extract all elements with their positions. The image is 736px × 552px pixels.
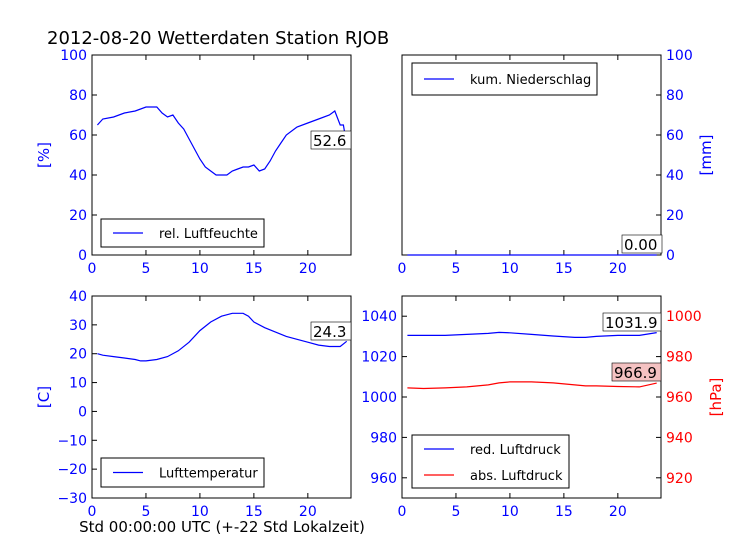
value-label: 0.00 xyxy=(624,236,657,254)
x-tick-label: 15 xyxy=(245,261,263,277)
y-tick-label: 40 xyxy=(666,168,684,184)
x-tick-label: 0 xyxy=(88,504,97,520)
x-tick-label: 0 xyxy=(88,261,97,277)
x-tick-label: 10 xyxy=(501,261,519,277)
y-tick-label: 10 xyxy=(69,376,87,392)
y-tick-label: 20 xyxy=(69,208,87,224)
x-tick-label: 10 xyxy=(191,261,209,277)
legend-label: Lufttemperatur xyxy=(159,467,258,482)
x-tick-label: 10 xyxy=(501,504,519,520)
y-tick-label: 940 xyxy=(666,430,693,446)
y-tick-label: 60 xyxy=(666,128,684,144)
value-label: 966.9 xyxy=(614,364,657,382)
legend: rel. Luftfeuchte xyxy=(100,218,265,248)
legend-box xyxy=(411,434,570,489)
x-tick-label: 15 xyxy=(555,261,573,277)
value-label-box xyxy=(611,362,662,382)
y-tick-label: 1000 xyxy=(666,309,702,325)
y-tick-label: −10 xyxy=(57,433,87,449)
y-tick-label: 20 xyxy=(69,347,87,363)
x-axis-label: Std 00:00:00 UTC (+-22 Std Lokalzeit) xyxy=(79,518,365,536)
y-tick-label: 960 xyxy=(370,471,397,487)
x-tick-label: 15 xyxy=(555,504,573,520)
y-tick-label: 0 xyxy=(666,248,675,264)
y-tick-label: 1020 xyxy=(361,350,397,366)
figure-title: 2012-08-20 Wetterdaten Station RJOB xyxy=(47,28,389,49)
y-tick-label: 920 xyxy=(666,471,693,487)
value-label: 52.6 xyxy=(313,132,346,150)
x-tick-label: 15 xyxy=(245,504,263,520)
x-tick-label: 20 xyxy=(299,261,317,277)
series-line xyxy=(407,381,657,390)
x-tick-label: 20 xyxy=(609,261,627,277)
legend: Lufttemperatur xyxy=(100,457,265,488)
value-label: 24.3 xyxy=(313,323,346,341)
x-tick-label: 20 xyxy=(299,504,317,520)
y-tick-label: 30 xyxy=(69,318,87,334)
value-label-box xyxy=(310,321,352,341)
y-axis-label: [mm] xyxy=(697,135,715,176)
y-tick-label: 20 xyxy=(666,208,684,224)
x-tick-label: 5 xyxy=(141,261,150,277)
y-tick-label: 60 xyxy=(69,128,87,144)
x-tick-label: 0 xyxy=(398,504,407,520)
y-tick-label: −30 xyxy=(57,491,87,507)
x-tick-label: 0 xyxy=(398,261,407,277)
y-tick-label: 80 xyxy=(666,88,684,104)
value-label-box xyxy=(310,130,352,150)
y-tick-label: 1040 xyxy=(361,309,397,325)
x-tick-label: 10 xyxy=(191,504,209,520)
legend-label: abs. Luftdruck xyxy=(470,469,563,484)
y-axis-label: [C] xyxy=(35,386,53,408)
subplot-temperature: 0 5 10 15 20 −30 −20 −10 0 10 20 30 40 [C] Lufttempera… xyxy=(35,289,352,520)
legend-label: kum. Niederschlag xyxy=(470,73,591,88)
legend: kum. Niederschlag xyxy=(411,62,598,96)
y-tick-label: 40 xyxy=(69,168,87,184)
x-tick-label: 5 xyxy=(451,504,460,520)
y-tick-label: 980 xyxy=(370,430,397,446)
y-tick-label: 0 xyxy=(78,248,87,264)
x-tick-label: 5 xyxy=(141,504,150,520)
subplot-humidity: 0 5 10 15 20 0 20 40 60 80 100 [%] rel. Luftfeuchte 5… xyxy=(35,48,352,277)
value-label-box xyxy=(621,234,663,254)
y-tick-label: 100 xyxy=(666,48,693,64)
y-tick-label: 1000 xyxy=(361,390,397,406)
legend-label: red. Luftdruck xyxy=(470,443,561,458)
x-tick-label: 20 xyxy=(609,504,627,520)
series-line xyxy=(407,331,657,338)
legend: red. Luftdruck abs. Luftdruck xyxy=(411,434,570,489)
subplot-pressure: 0 5 10 15 20 960 980 1000 1020 1040 920 940 960 980 10… xyxy=(361,295,725,520)
y-tick-label: 0 xyxy=(78,404,87,420)
x-tick-label: 5 xyxy=(451,261,460,277)
y-tick-label: 100 xyxy=(60,48,87,64)
y-tick-label: 80 xyxy=(69,88,87,104)
y-tick-label: 960 xyxy=(666,390,693,406)
value-label-box xyxy=(602,312,662,332)
series-line xyxy=(96,106,348,176)
y-axis-label: [%] xyxy=(35,142,53,168)
y-tick-label: 980 xyxy=(666,350,693,366)
subplot-precip: 0 5 10 15 20 0 20 40 60 80 100 [mm] kum. Niederschla… xyxy=(398,48,715,277)
series-line xyxy=(97,312,348,362)
y-axis-label-right: [hPa] xyxy=(707,378,725,417)
y-tick-label: −20 xyxy=(57,462,87,478)
y-tick-label: 40 xyxy=(69,289,87,305)
value-label: 1031.9 xyxy=(605,314,658,332)
legend-label: rel. Luftfeuchte xyxy=(159,227,258,242)
